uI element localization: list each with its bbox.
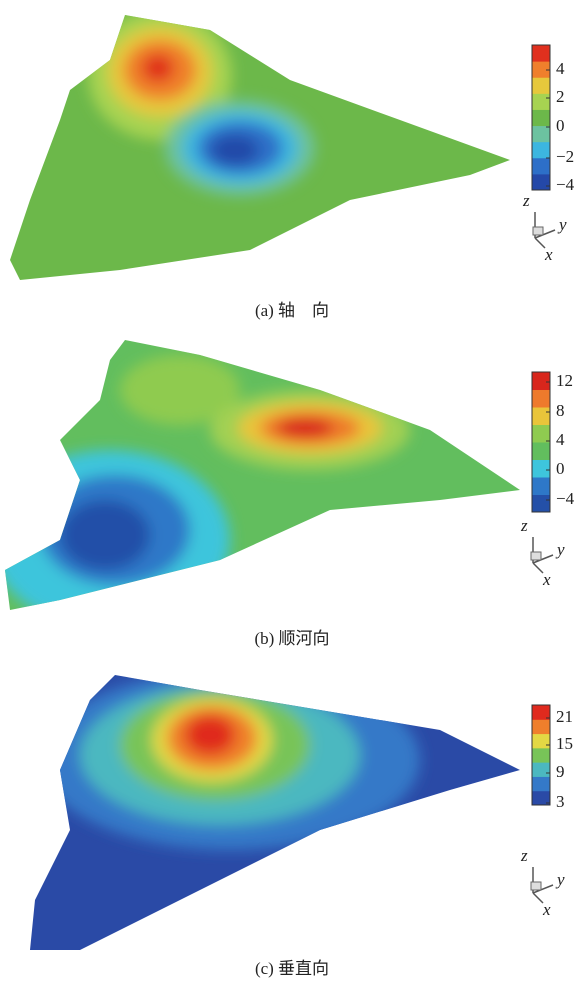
contour-a — [10, 15, 510, 280]
contour-b — [5, 340, 520, 610]
colorbar-frame — [531, 371, 551, 513]
colorbar-band — [532, 776, 550, 792]
colorbar-band — [532, 762, 550, 777]
axis-label-z: z — [520, 846, 528, 865]
colorbar-band — [532, 125, 550, 143]
colorbar-tick-label: 0 — [556, 116, 565, 135]
colorbar-band — [532, 157, 550, 175]
axis-x — [532, 562, 544, 574]
axis-x — [534, 237, 546, 249]
colorbar-band — [532, 477, 550, 495]
colorbar-frame — [531, 704, 551, 806]
axis-label-y: y — [555, 870, 565, 889]
colorbar-tick-label: 15 — [556, 734, 573, 753]
colorbar-band — [532, 747, 550, 763]
colorbar-tick-label: 21 — [556, 707, 573, 726]
axis-x — [532, 892, 544, 904]
colorbar-band — [532, 705, 550, 720]
colorbar-band — [532, 61, 550, 78]
axis-label-x: x — [544, 245, 553, 264]
axis-y — [534, 229, 556, 239]
axis-label-x: x — [542, 900, 551, 919]
colorbar-band — [532, 407, 550, 425]
axis-y — [532, 554, 554, 564]
colorbar-band — [532, 459, 550, 478]
colorbar-tick-label: 12 — [556, 371, 573, 390]
colorbar-band — [532, 733, 550, 749]
colorbar-band — [532, 372, 550, 390]
caption: (c) 垂直向 — [255, 959, 329, 978]
colorbar-tick-label: 9 — [556, 762, 565, 781]
colorbar-band — [532, 494, 550, 513]
colorbar-band — [532, 141, 550, 159]
contour-c — [30, 675, 520, 950]
colorbar-tick-label: 4 — [556, 59, 565, 78]
colorbar-tick-label: 3 — [556, 792, 565, 811]
axis-label-y: y — [555, 540, 565, 559]
colorbar-tick-label: 4 — [556, 430, 565, 449]
colorbar-band — [532, 173, 550, 191]
colorbar-band — [532, 790, 550, 806]
caption: (b) 顺河向 — [254, 629, 329, 648]
colorbar-band — [532, 93, 550, 110]
colorbar-band — [532, 424, 550, 443]
colorbar-tick-label: 8 — [556, 401, 565, 420]
colorbar-tick-label: 0 — [556, 459, 565, 478]
colorbar-frame — [531, 44, 551, 191]
axis-cube — [532, 226, 544, 236]
colorbar-band — [532, 109, 550, 127]
colorbar-tick-label: −4 — [556, 489, 575, 508]
colorbar-band — [532, 45, 550, 62]
colorbar-tick-label: 2 — [556, 87, 565, 106]
axis-label-z: z — [520, 516, 528, 535]
colorbar-tick-label: −2 — [556, 147, 574, 166]
axis-label-y: y — [557, 215, 567, 234]
colorbar-band — [532, 389, 550, 408]
colorbar-band — [532, 77, 550, 94]
caption: (a) 轴 向 — [255, 301, 329, 320]
axis-label-x: x — [542, 570, 551, 589]
colorbar-band — [532, 719, 550, 735]
colorbar-tick-label: −4 — [556, 175, 575, 194]
axis-label-z: z — [522, 191, 530, 210]
axis-cube — [530, 551, 542, 561]
axis-y — [532, 884, 554, 894]
axis-cube — [530, 881, 542, 891]
colorbar-band — [532, 442, 550, 460]
